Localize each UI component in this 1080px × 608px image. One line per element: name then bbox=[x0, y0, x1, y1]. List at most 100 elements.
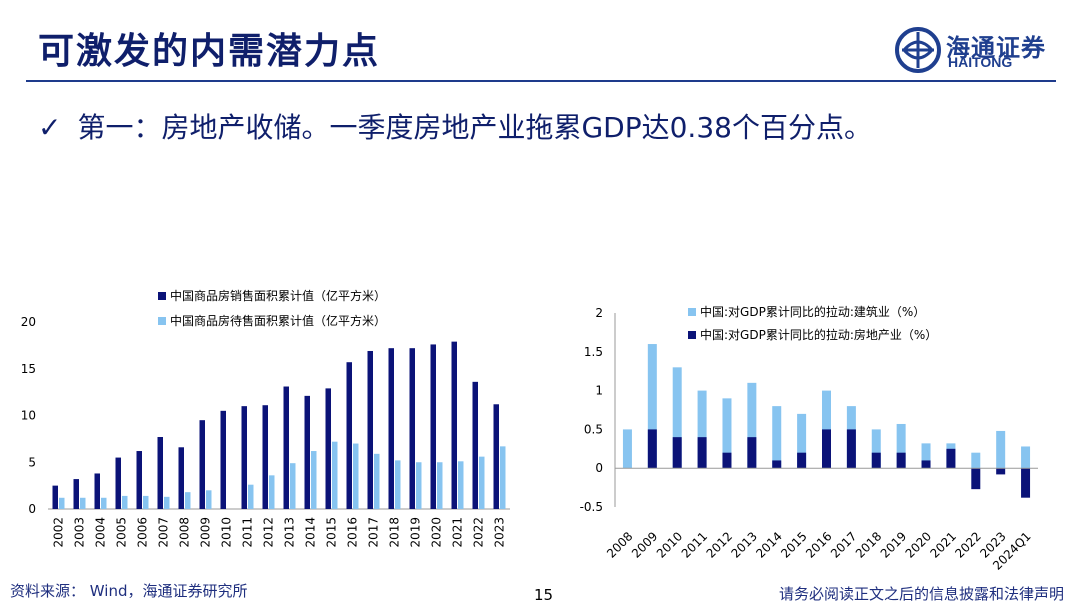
legend-swatch bbox=[688, 308, 696, 316]
bar-construction-2024Q1 bbox=[1021, 446, 1031, 469]
x-tick-label: 2011 bbox=[241, 517, 255, 548]
logo-english-name: HAITONG bbox=[948, 54, 1013, 70]
bar-unsold-2019 bbox=[416, 462, 422, 509]
bar-sales-2021 bbox=[451, 341, 457, 509]
bar-unsold-2008 bbox=[185, 492, 191, 509]
bar-sales-2008 bbox=[178, 447, 184, 509]
bar-sales-2019 bbox=[409, 348, 415, 509]
company-logo: 海通证券 HAITONG bbox=[890, 26, 1050, 76]
x-tick-label: 2013 bbox=[283, 517, 297, 548]
bar-realestate-2018 bbox=[871, 452, 881, 469]
bar-realestate-2016 bbox=[822, 429, 831, 469]
legend-label: 中国商品房待售面积累计值（亿平方米） bbox=[170, 313, 386, 328]
x-tick-label: 2008 bbox=[178, 517, 192, 548]
disclaimer: 请务必阅读正文之后的信息披露和法律声明 bbox=[778, 585, 1064, 603]
bar-sales-2018 bbox=[388, 348, 394, 509]
page-title: 可激发的内需潜力点 bbox=[38, 31, 381, 72]
bar-construction-2020 bbox=[921, 443, 931, 469]
bar-unsold-2007 bbox=[164, 496, 170, 509]
y-tick-label: 1 bbox=[595, 384, 603, 398]
bar-construction-2013 bbox=[747, 382, 757, 469]
x-tick-label: 2009 bbox=[199, 517, 213, 548]
legend-label: 中国:对GDP累计同比的拉动:建筑业（%） bbox=[700, 304, 925, 319]
bar-realestate-2011 bbox=[697, 437, 707, 469]
bar-construction-2009 bbox=[647, 344, 657, 469]
bar-construction-2014 bbox=[772, 406, 782, 469]
bar-unsold-2023 bbox=[500, 446, 506, 509]
y-tick-label: 0 bbox=[595, 461, 603, 475]
bar-construction-2023 bbox=[996, 430, 1006, 469]
x-tick-label: 2019 bbox=[878, 529, 909, 560]
x-tick-label: 2017 bbox=[828, 529, 859, 560]
bar-sales-2014 bbox=[304, 395, 310, 509]
bar-realestate-2010 bbox=[672, 437, 682, 469]
haitong-logo-icon bbox=[895, 27, 941, 73]
source-note: 资料来源： Wind，海通证券研究所 bbox=[10, 582, 248, 600]
bar-unsold-2002 bbox=[59, 497, 65, 509]
bar-unsold-2015 bbox=[332, 441, 338, 509]
y-tick-label: 2 bbox=[595, 306, 603, 320]
bar-unsold-2014 bbox=[311, 451, 317, 509]
x-tick-label: 2010 bbox=[654, 529, 685, 560]
gdp-contribution-chart-svg: 21.510.50-0.5200820092010201120122013201… bbox=[580, 304, 1038, 573]
bar-construction-2015 bbox=[797, 413, 807, 469]
x-tick-label: 2012 bbox=[262, 517, 276, 548]
bar-unsold-2013 bbox=[290, 463, 296, 509]
y-tick-label: 20 bbox=[21, 315, 36, 329]
bar-sales-2023 bbox=[493, 404, 499, 509]
bar-realestate-2017 bbox=[846, 429, 856, 469]
logo-chinese-name: 海通证券 bbox=[946, 33, 1046, 62]
bar-construction-2008 bbox=[622, 429, 632, 469]
bar-unsold-2005 bbox=[122, 495, 128, 509]
x-tick-label: 2006 bbox=[136, 517, 150, 548]
bar-sales-2017 bbox=[367, 350, 373, 509]
page-number: 15 bbox=[534, 586, 554, 604]
bar-sales-2013 bbox=[283, 386, 289, 509]
x-tick-label: 2014 bbox=[753, 529, 784, 560]
x-tick-label: 2002 bbox=[52, 517, 66, 548]
bar-realestate-2024Q1 bbox=[1021, 468, 1031, 498]
bar-unsold-2009 bbox=[206, 490, 212, 509]
x-tick-label: 2010 bbox=[220, 517, 234, 548]
bar-unsold-2011 bbox=[248, 484, 254, 509]
x-tick-label: 2007 bbox=[157, 517, 171, 548]
x-tick-label: 2013 bbox=[728, 529, 759, 560]
bar-sales-2003 bbox=[73, 479, 79, 509]
bar-sales-2002 bbox=[52, 485, 58, 509]
bar-realestate-2019 bbox=[896, 452, 906, 469]
bar-sales-2020 bbox=[430, 344, 436, 509]
key-point-text: 第一：房地产收储。一季度房地产业拖累GDP达0.38个百分点。 bbox=[77, 111, 872, 144]
x-tick-label: 2004 bbox=[94, 517, 108, 548]
bar-unsold-2020 bbox=[437, 462, 443, 509]
bar-realestate-2015 bbox=[797, 452, 807, 469]
y-tick-label: 15 bbox=[21, 362, 36, 376]
bar-sales-2006 bbox=[136, 451, 142, 509]
legend-swatch bbox=[158, 292, 166, 300]
x-tick-label: 2022 bbox=[472, 517, 486, 548]
legend-label: 中国:对GDP累计同比的拉动:房地产业（%） bbox=[700, 327, 937, 342]
x-tick-label: 2018 bbox=[388, 517, 402, 548]
header-divider bbox=[26, 80, 1056, 82]
y-tick-label: -0.5 bbox=[580, 500, 603, 514]
x-tick-label: 2009 bbox=[629, 529, 660, 560]
bar-construction-2022 bbox=[971, 452, 981, 469]
bar-unsold-2022 bbox=[479, 456, 485, 509]
x-tick-label: 2021 bbox=[928, 529, 959, 560]
bar-unsold-2003 bbox=[80, 497, 86, 509]
x-tick-label: 2019 bbox=[409, 517, 423, 548]
housing-area-chart-svg: 0 5 10 15 20 2002 2003 2004 2005 2006 2007 2008 2009… bbox=[21, 288, 510, 548]
bar-sales-2010 bbox=[220, 410, 226, 509]
x-tick-label: 2022 bbox=[952, 529, 983, 560]
x-tick-label: 2005 bbox=[115, 517, 129, 548]
bar-construction-2011 bbox=[697, 390, 707, 469]
x-tick-label: 2020 bbox=[430, 517, 444, 548]
bar-realestate-2022 bbox=[971, 468, 981, 490]
key-point: ✓ 第一：房地产收储。一季度房地产业拖累GDP达0.38个百分点。 bbox=[38, 106, 872, 146]
x-tick-label: 2021 bbox=[451, 517, 465, 548]
bar-realestate-2023 bbox=[996, 468, 1006, 475]
checkmark-icon: ✓ bbox=[38, 111, 62, 144]
y-tick-label: 0.5 bbox=[584, 422, 603, 436]
bar-sales-2015 bbox=[325, 388, 331, 509]
legend-swatch bbox=[158, 317, 166, 325]
bar-sales-2009 bbox=[199, 420, 205, 509]
